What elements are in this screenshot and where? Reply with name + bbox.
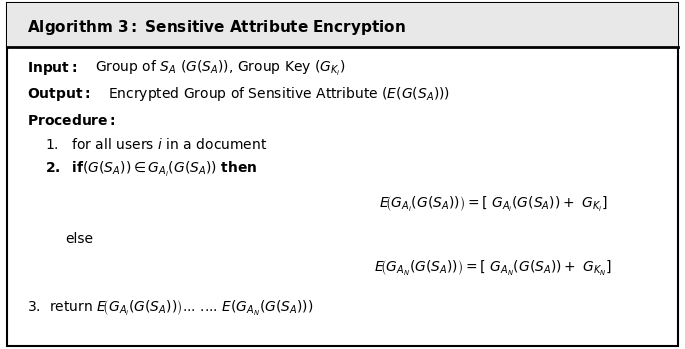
Text: Encrypted Group of Sensitive Attribute ($E(G(S_A))$): Encrypted Group of Sensitive Attribute (… (108, 85, 450, 103)
Text: $\mathbf{Procedure:}$: $\mathbf{Procedure:}$ (27, 113, 116, 128)
Text: $\mathbf{2.}$  $\mathbf{if}$$(G(S_A)) \in G_{A_i}(G(S_A))$ $\mathbf{then}$: $\mathbf{2.}$ $\mathbf{if}$$(G(S_A)) \in… (45, 160, 257, 179)
Text: $\mathbf{Algorithm\ 3:\ Sensitive\ Attribute\ Encryption}$: $\mathbf{Algorithm\ 3:\ Sensitive\ Attri… (27, 18, 406, 37)
Text: 3.  return $E\!\left(G_{A_i}(G(S_A))\right)$... .... $E(G_{A_N}(G(S_A)))$: 3. return $E\!\left(G_{A_i}(G(S_A))\righ… (27, 299, 314, 318)
FancyBboxPatch shape (7, 3, 678, 346)
Text: 1.   for all users $i$ in a document: 1. for all users $i$ in a document (45, 138, 267, 152)
Text: $E\!\left(G_{A_i}(G(S_A))\right) = \left[\ G_{A_i}(G(S_A)) +\ G_{K_i}\right]$: $E\!\left(G_{A_i}(G(S_A))\right) = \left… (379, 195, 608, 214)
Text: $\mathbf{Output:}$: $\mathbf{Output:}$ (27, 86, 91, 103)
Text: else: else (65, 232, 93, 246)
Text: $E\!\left(G_{A_N}(G(S_A))\right) = \left[\ G_{A_N}(G(S_A)) +\ G_{K_N}\right]$: $E\!\left(G_{A_N}(G(S_A))\right) = \left… (374, 259, 612, 278)
Text: Group of $S_A$ ($G(S_A)$), Group Key ($G_{K_i}$): Group of $S_A$ ($G(S_A)$), Group Key ($G… (95, 59, 345, 77)
Text: $\mathbf{Input:}$: $\mathbf{Input:}$ (27, 60, 77, 76)
FancyBboxPatch shape (7, 3, 678, 47)
